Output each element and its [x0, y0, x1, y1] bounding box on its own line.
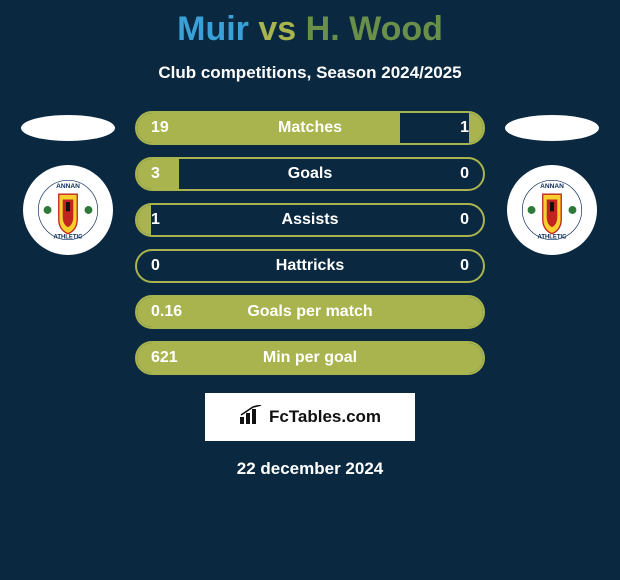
stat-bar-fill-left — [137, 205, 151, 235]
club-crest-left: ANNAN ATHLETIC — [23, 165, 113, 255]
stat-bar: 621 Min per goal — [135, 341, 485, 375]
stat-bar-fill-right — [469, 113, 483, 143]
date-label: 22 december 2024 — [0, 459, 620, 479]
stat-bars: 19 Matches 1 3 Goals 0 1 Assists 0 0 Hattricks 0 0.1… — [135, 111, 485, 375]
page-title: Muir vs H. Wood — [0, 0, 620, 49]
stat-value-right: 0 — [460, 257, 469, 275]
subtitle: Club competitions, Season 2024/2025 — [0, 63, 620, 83]
stat-value-left: 0 — [151, 257, 160, 275]
stat-value-left: 3 — [151, 165, 160, 183]
svg-text:ANNAN: ANNAN — [56, 183, 80, 190]
stat-label: Assists — [282, 211, 339, 229]
stat-bar-fill-left — [137, 113, 400, 143]
stat-label: Goals per match — [247, 303, 372, 321]
player2-name: H. Wood — [306, 10, 443, 48]
stat-label: Hattricks — [276, 257, 344, 275]
stat-value-right: 0 — [460, 165, 469, 183]
brand-badge: FcTables.com — [205, 393, 415, 441]
vs-label: vs — [258, 10, 296, 48]
main-row: ANNAN ATHLETIC 19 Matches 1 3 Goals 0 1 Assists… — [0, 111, 620, 375]
svg-text:ATHLETIC: ATHLETIC — [54, 234, 84, 240]
brand-text: FcTables.com — [269, 407, 381, 427]
stat-value-left: 0.16 — [151, 303, 182, 321]
stat-bar: 19 Matches 1 — [135, 111, 485, 145]
stat-bar: 0 Hattricks 0 — [135, 249, 485, 283]
player1-name: Muir — [177, 10, 249, 48]
svg-text:ANNAN: ANNAN — [540, 183, 564, 190]
svg-text:ATHLETIC: ATHLETIC — [538, 234, 568, 240]
stat-bar: 3 Goals 0 — [135, 157, 485, 191]
team-pill-left — [21, 115, 115, 141]
stat-label: Min per goal — [263, 349, 357, 367]
right-col: ANNAN ATHLETIC — [497, 111, 607, 255]
stat-value-left: 1 — [151, 211, 160, 229]
stat-label: Matches — [278, 119, 342, 137]
comparison-infographic: Muir vs H. Wood Club competitions, Seaso… — [0, 0, 620, 580]
stat-value-right: 0 — [460, 211, 469, 229]
stat-value-left: 19 — [151, 119, 169, 137]
stat-bar: 1 Assists 0 — [135, 203, 485, 237]
left-col: ANNAN ATHLETIC — [13, 111, 123, 255]
brand-chart-icon — [239, 405, 263, 430]
stat-value-left: 621 — [151, 349, 178, 367]
team-pill-right — [505, 115, 599, 141]
club-crest-right: ANNAN ATHLETIC — [507, 165, 597, 255]
stat-label: Goals — [288, 165, 332, 183]
stat-value-right: 1 — [460, 119, 469, 137]
stat-bar: 0.16 Goals per match — [135, 295, 485, 329]
